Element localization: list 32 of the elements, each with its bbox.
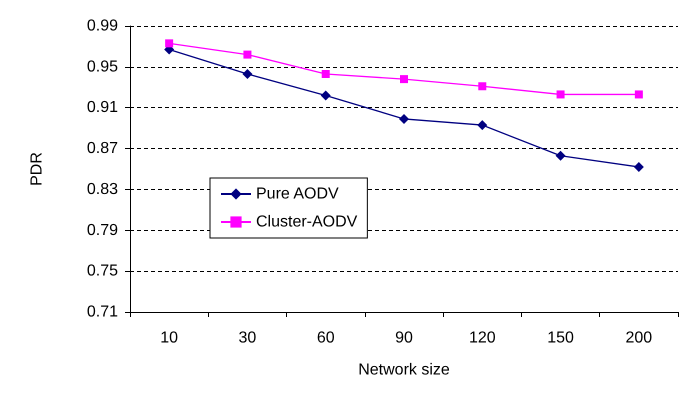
y-tick-label: 0.75 (86, 262, 118, 280)
point (477, 120, 488, 130)
y-tick-label: 0.99 (86, 18, 118, 34)
x-tick-label: 150 (547, 330, 574, 346)
y-tick-label: 0.87 (86, 140, 118, 158)
x-tick-label: 30 (238, 330, 256, 346)
point (556, 150, 566, 161)
point (634, 90, 643, 98)
point (478, 82, 486, 90)
point (400, 75, 408, 84)
point (322, 70, 330, 78)
x-tick-label: 200 (626, 330, 652, 346)
legend-label: Pure AODV (256, 186, 340, 202)
point (399, 114, 409, 124)
y-tick-label: 0.79 (86, 222, 118, 239)
point (242, 69, 252, 80)
point (634, 162, 644, 172)
y-tick-label: 0.71 (86, 304, 118, 320)
point (243, 50, 252, 59)
y-axis-title: PDR (28, 152, 46, 186)
y-tick-label: 0.83 (86, 180, 118, 198)
point (165, 39, 174, 48)
x-tick-label: 120 (468, 330, 496, 346)
legend-label: Cluster-AODV (256, 214, 358, 230)
x-tick-label: 60 (316, 330, 335, 346)
point (320, 90, 331, 100)
y-tick-label: 0.95 (86, 58, 118, 76)
x-tick-label: 90 (395, 330, 413, 346)
x-tick-label: 10 (160, 330, 178, 346)
point (556, 90, 565, 98)
x-axis-title: Network size (358, 362, 450, 378)
y-tick-label: 0.91 (86, 99, 118, 116)
